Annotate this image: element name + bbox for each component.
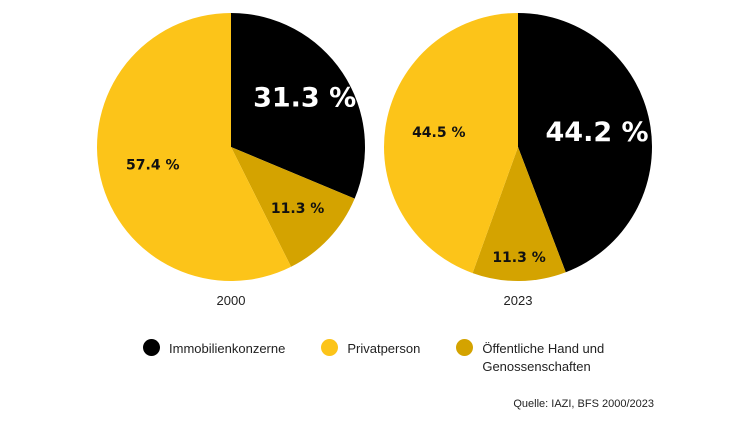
legend-item-immobilienkonzerne: Immobilienkonzerne: [143, 339, 286, 358]
pie-2000-label-0: 31.3 %: [253, 82, 356, 113]
pie-2023-label-1: 11.3 %: [492, 250, 545, 266]
source-note: Quelle: IAZI, BFS 2000/2023: [513, 398, 654, 410]
legend-label-privatperson: Privatperson: [347, 341, 421, 356]
pie-2023-label-2: 44.5 %: [412, 125, 465, 141]
pie-2000-slice-0: [231, 13, 365, 199]
pie-2023-slice-0: [518, 13, 652, 273]
pie-2000-slice-2: [96, 13, 292, 281]
pie-2023-slice-2: [384, 13, 518, 274]
legend-dot-privatperson: [321, 339, 339, 356]
pie-2023-year-label: 2023: [504, 293, 533, 308]
legend: Immobilienkonzerne Privatperson Öffentli…: [143, 339, 642, 376]
pie-2000-year-label: 2000: [217, 293, 246, 308]
pie-charts: 31.3 % 11.3 % 57.4 % 2000 44.2 % 11.3 % 44.5 %…: [96, 13, 652, 308]
pie-2023-slice-1: [472, 147, 566, 281]
pie-2023-label-0: 44.2 %: [546, 117, 649, 148]
legend-dot-oeffentliche-hand: [456, 339, 474, 356]
pie-2000-label-2: 57.4 %: [126, 158, 179, 174]
legend-dot-immobilienkonzerne: [143, 339, 160, 356]
legend-item-privatperson: Privatperson: [321, 339, 421, 358]
legend-item-oeffentliche-hand: Öffentliche Hand und Genossenschaften: [456, 339, 642, 376]
pie-2000-slice-1: [231, 147, 355, 267]
legend-label-oeffentliche-hand: Öffentliche Hand und Genossenschaften: [482, 341, 605, 374]
pie-2000-label-1: 11.3 %: [271, 201, 324, 217]
legend-label-immobilienkonzerne: Immobilienkonzerne: [169, 341, 286, 356]
